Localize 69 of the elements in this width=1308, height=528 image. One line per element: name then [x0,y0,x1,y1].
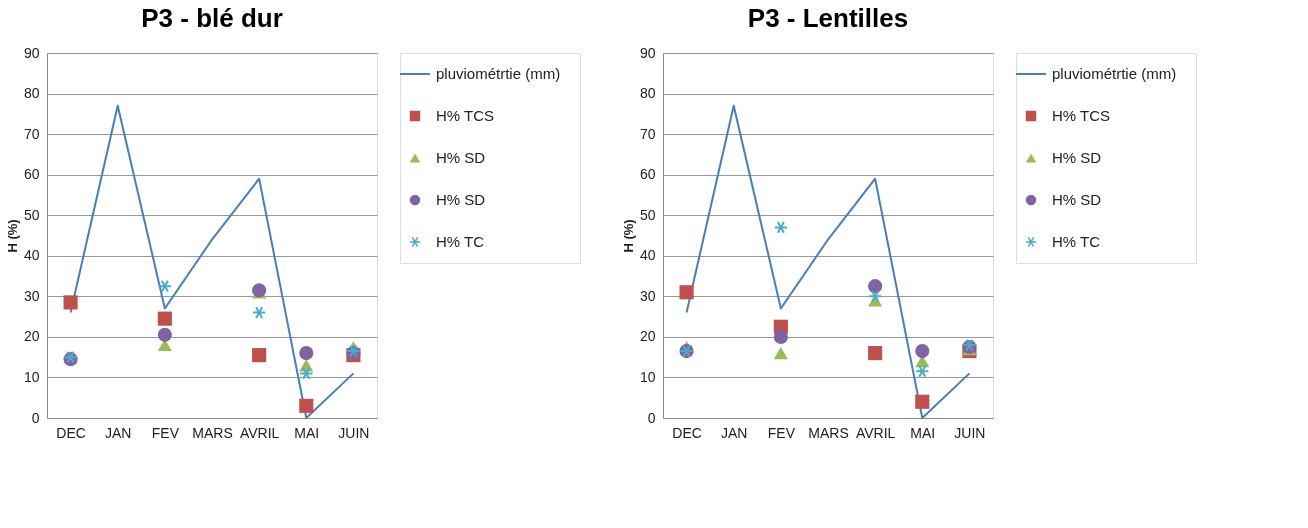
x-tick-label: JAN [104,424,132,441]
y-tick-label: 10 [23,368,40,385]
point [63,295,78,310]
y-tick-label: 20 [23,328,40,345]
legend-label: H% SD [436,149,486,166]
y-tick-label: 90 [639,44,656,61]
y-tick-label: 10 [639,368,656,385]
point [773,329,788,344]
x-tick-label: AVRIL [855,424,896,441]
legend-label: pluviométrtie (mm) [436,65,561,82]
point [252,348,267,363]
legend-label: H% TC [1052,233,1101,250]
point [299,398,314,413]
x-tick-label: MAI [294,424,320,441]
y-tick-label: 40 [639,247,656,264]
y-tick-label: 80 [23,85,40,102]
chart-title: P3 - blé dur [141,3,283,33]
point [868,346,883,361]
x-tick-label: FEV [151,424,180,441]
point [299,367,314,380]
line-series [685,104,971,419]
legend-label: pluviométrtie (mm) [1052,65,1177,82]
point [773,221,788,234]
y-tick-label: 30 [23,287,40,304]
x-tick-label: MARS [192,424,233,441]
y-tick-label: 60 [23,166,40,183]
chart-title: P3 - Lentilles [747,3,909,33]
x-tick-label: JUIN [954,424,986,441]
y-tick-label: 60 [639,166,656,183]
point [679,285,694,300]
legend-label: H% SD [1052,191,1102,208]
y-tick-label: 40 [23,247,40,264]
point [868,279,883,294]
x-tick-label: MAI [910,424,936,441]
legend-label: H% TCS [436,107,495,124]
y-tick-label: 50 [639,206,656,223]
legend-label: H% TC [436,233,485,250]
y-tick-label: 70 [639,125,656,142]
line-series [69,104,355,419]
y-tick-label: 70 [23,125,40,142]
point [915,365,930,378]
point [157,311,172,326]
legend-label: H% TCS [1052,107,1111,124]
legend-label: H% SD [436,191,486,208]
x-tick-label: AVRIL [239,424,280,441]
y-tick-label: 0 [31,409,40,426]
x-tick-label: DEC [56,424,86,441]
y-tick-label: 50 [23,206,40,223]
y-axis-title: H (%) [620,219,636,253]
y-tick-label: 0 [647,409,656,426]
x-tick-label: FEV [767,424,796,441]
x-tick-label: JAN [720,424,748,441]
point [773,346,788,360]
point [915,394,930,409]
point [915,344,930,359]
x-tick-label: JUIN [338,424,370,441]
point [157,279,172,293]
y-tick-label: 90 [23,44,40,61]
y-axis-title: H (%) [4,219,20,253]
point [299,346,314,361]
y-tick-label: 80 [639,85,656,102]
point [252,306,267,319]
x-tick-label: DEC [672,424,702,441]
point [157,327,172,342]
x-tick-label: MARS [808,424,849,441]
y-tick-label: 30 [639,287,656,304]
y-tick-label: 20 [639,328,656,345]
legend-label: H% SD [1052,149,1102,166]
point [868,290,883,303]
